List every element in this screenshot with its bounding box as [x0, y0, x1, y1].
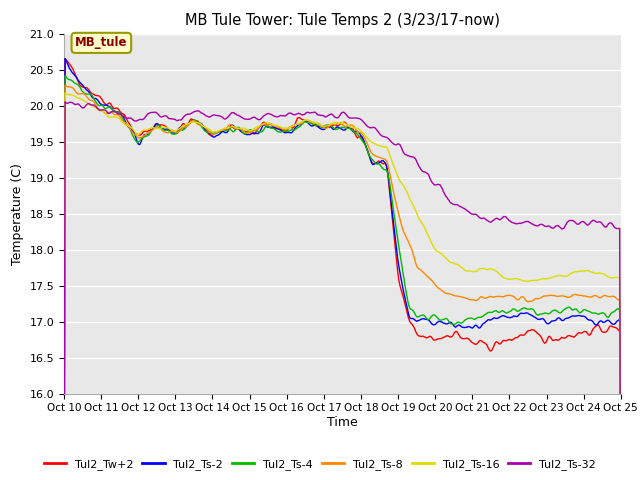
Text: MB_tule: MB_tule — [75, 36, 127, 49]
Legend: Tul2_Tw+2, Tul2_Ts-2, Tul2_Ts-4, Tul2_Ts-8, Tul2_Ts-16, Tul2_Ts-32: Tul2_Tw+2, Tul2_Ts-2, Tul2_Ts-4, Tul2_Ts… — [40, 455, 600, 474]
Y-axis label: Temperature (C): Temperature (C) — [11, 163, 24, 264]
X-axis label: Time: Time — [327, 416, 358, 429]
Title: MB Tule Tower: Tule Temps 2 (3/23/17-now): MB Tule Tower: Tule Temps 2 (3/23/17-now… — [185, 13, 500, 28]
